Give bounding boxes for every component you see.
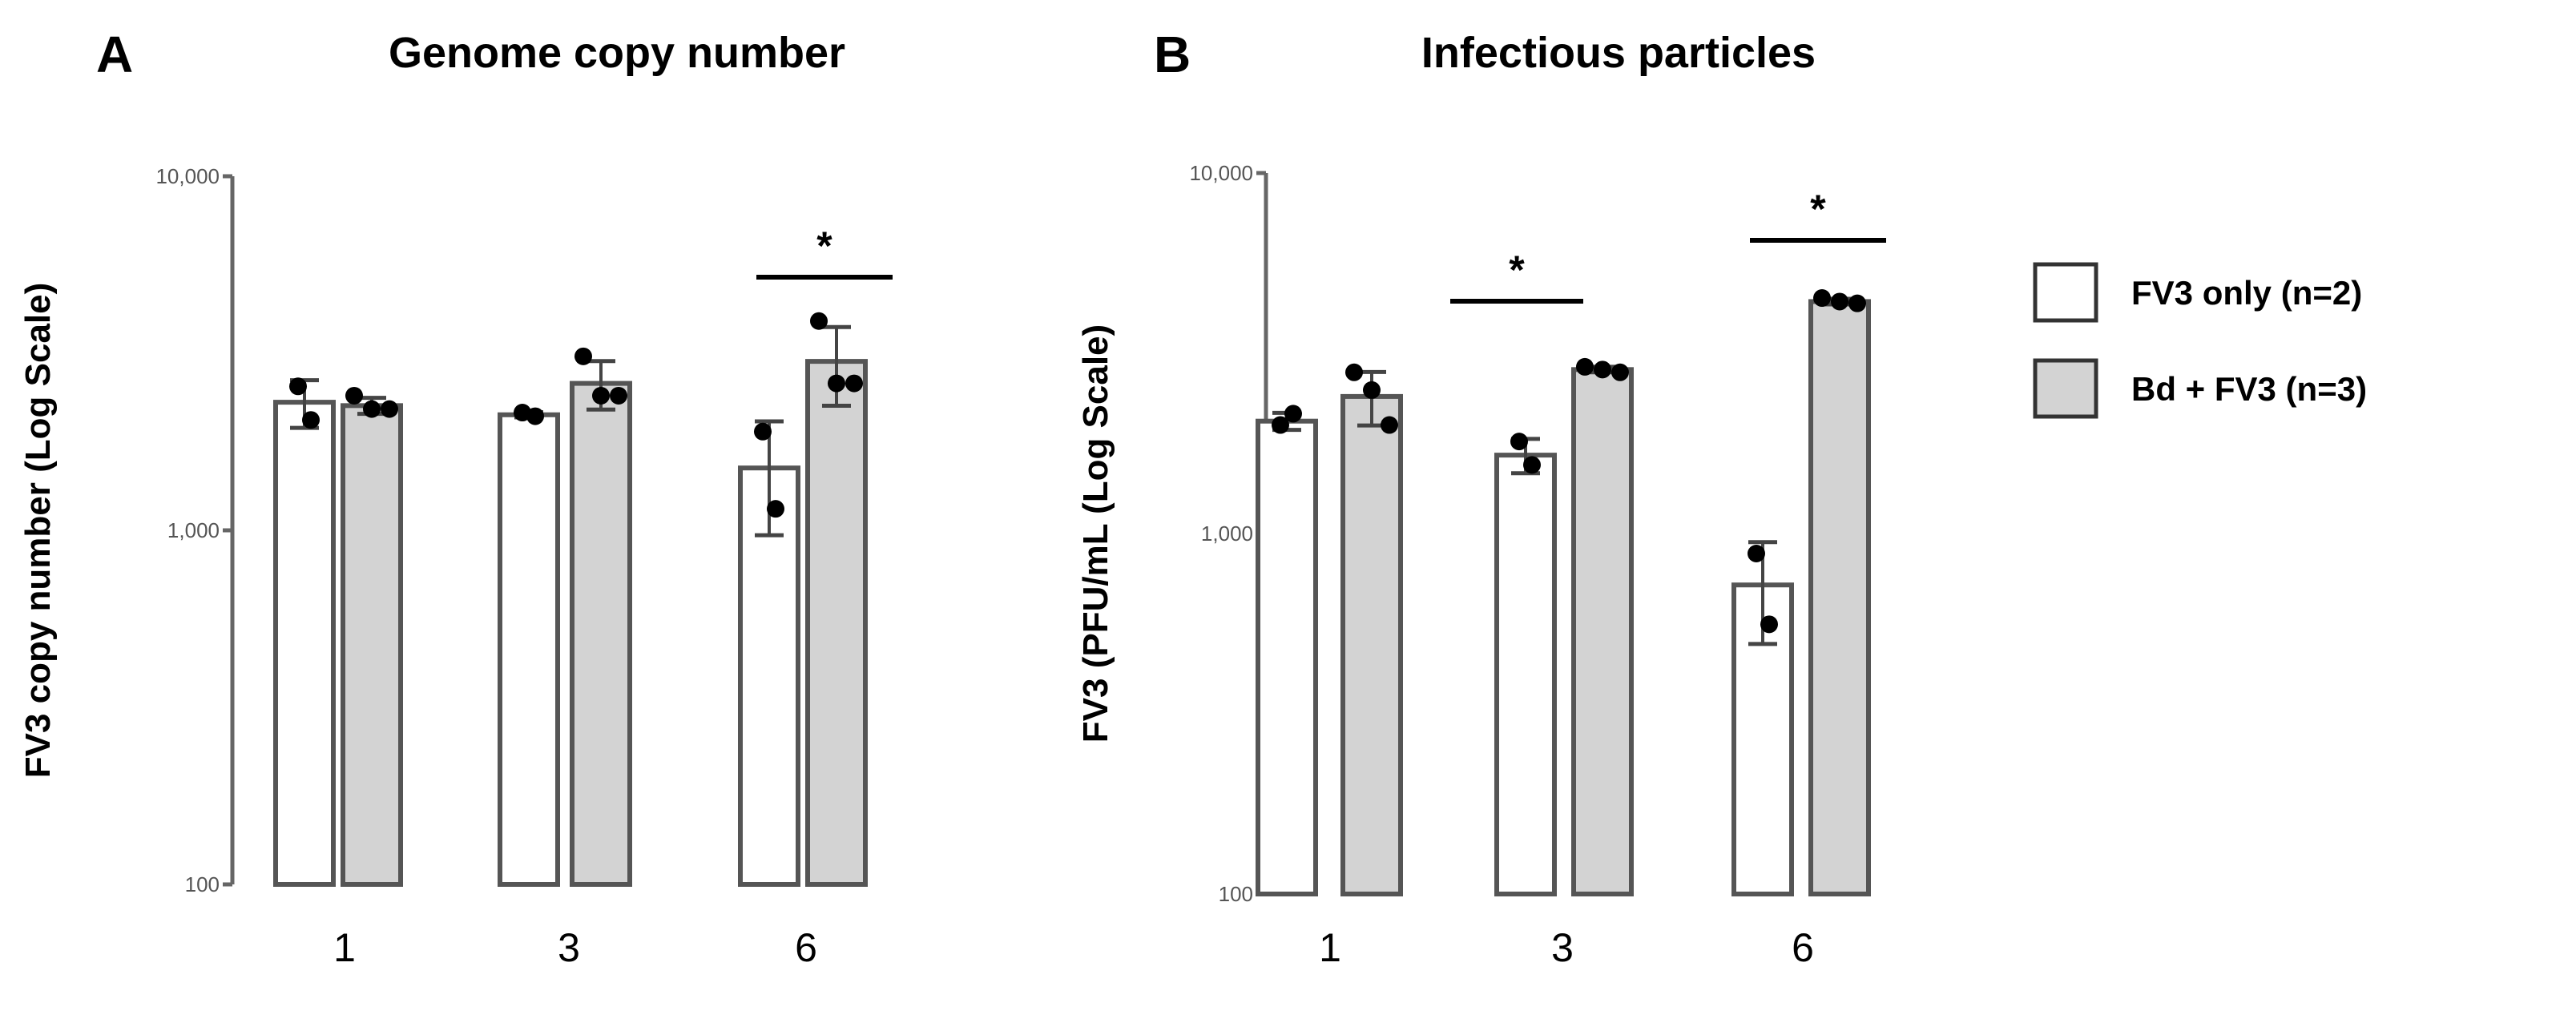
bar <box>1494 453 1557 896</box>
x-tick-label: 6 <box>795 925 817 970</box>
legend: FV3 only (n=2) Bd + FV3 (n=3) <box>2033 262 2367 419</box>
data-point <box>1611 363 1629 381</box>
significance-star: * <box>1810 187 1826 232</box>
bar <box>1340 393 1403 896</box>
data-point <box>1363 381 1381 399</box>
chart-title: Infectious particles <box>1421 29 1816 77</box>
data-point <box>1345 363 1363 381</box>
y-tick-label: 100 <box>1219 882 1253 906</box>
data-point <box>1594 360 1611 379</box>
data-point <box>592 386 610 405</box>
y-tick-label: 1,000 <box>1201 522 1253 546</box>
data-point <box>1848 294 1866 312</box>
y-tick-label: 10,000 <box>1189 161 1253 185</box>
data-point <box>1272 416 1289 434</box>
data-point <box>828 374 845 393</box>
x-tick-label: 6 <box>1792 925 1814 970</box>
data-point <box>345 386 363 405</box>
data-point <box>1523 456 1541 474</box>
legend-label-bd-fv3: Bd + FV3 (n=3) <box>2131 370 2367 408</box>
bar <box>1571 367 1634 896</box>
panel-a: A Genome copy number FV3 copy number (Log … <box>18 26 893 970</box>
x-tick-label: 1 <box>1319 925 1341 970</box>
data-point <box>610 386 627 405</box>
data-point <box>845 374 863 393</box>
panel-label: B <box>1154 26 1191 83</box>
chart-title: Genome copy number <box>389 29 845 77</box>
bar <box>1256 418 1318 896</box>
data-point <box>1381 416 1398 434</box>
panel-b: B Infectious particles FV3 (PFU/mL (Log Sc… <box>1076 26 1886 970</box>
data-point <box>289 377 307 396</box>
y-axis-label: FV3 copy number (Log Scale) <box>18 283 58 779</box>
bar <box>498 412 560 887</box>
bar <box>738 465 800 887</box>
data-point <box>1510 433 1528 451</box>
x-tick-label: 1 <box>333 925 356 970</box>
legend-label-fv3-only: FV3 only (n=2) <box>2131 274 2362 312</box>
data-point <box>1831 292 1848 311</box>
data-point <box>1760 615 1778 634</box>
y-tick-label: 1,000 <box>167 518 220 542</box>
legend-swatch-fv3-only <box>2033 262 2098 323</box>
data-point <box>381 400 398 418</box>
legend-swatch-bd-fv3 <box>2033 358 2098 419</box>
data-point <box>574 347 592 365</box>
data-point <box>302 411 320 429</box>
data-point <box>526 407 544 425</box>
x-tick-label: 3 <box>558 925 580 970</box>
y-tick-label: 10,000 <box>155 164 220 188</box>
data-point <box>810 312 828 330</box>
data-point <box>754 422 772 441</box>
bar <box>341 403 403 887</box>
bar <box>273 400 336 888</box>
bar <box>570 381 632 887</box>
data-point <box>1576 357 1594 376</box>
y-axis-label: FV3 (PFU/mL (Log Scale) <box>1076 324 1115 743</box>
data-point <box>1813 289 1831 308</box>
y-tick-label: 100 <box>185 872 220 896</box>
bar <box>805 359 868 887</box>
x-tick-label: 3 <box>1551 925 1574 970</box>
data-point <box>767 500 784 518</box>
data-point <box>1284 405 1302 423</box>
significance-star: * <box>816 224 832 268</box>
data-point <box>1748 544 1765 562</box>
bar <box>1808 299 1871 896</box>
significance-star: * <box>1509 248 1525 292</box>
data-point <box>363 400 381 418</box>
panel-label: A <box>96 26 133 83</box>
